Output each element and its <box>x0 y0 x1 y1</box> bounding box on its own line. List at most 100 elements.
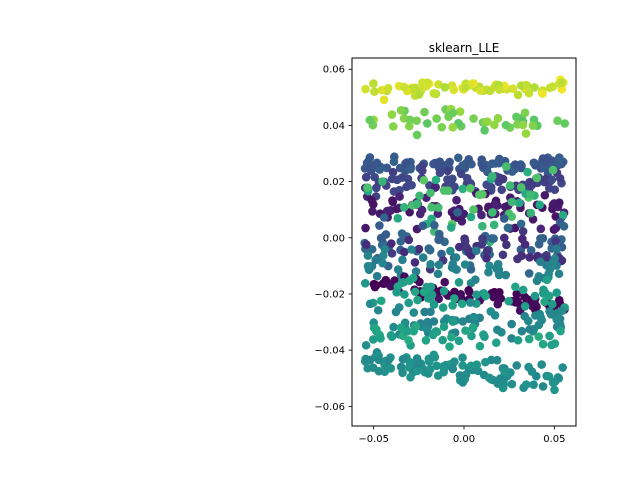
scatter-point <box>484 373 494 383</box>
y-tick-label: 0.02 <box>323 177 345 188</box>
scatter-point <box>537 360 546 369</box>
scatter-point <box>389 322 398 332</box>
scatter-point <box>446 178 456 188</box>
y-axis-ticks: −0.06 −0.04 −0.02 0.00 0.02 0.04 0.06 <box>314 65 352 413</box>
x-tick-label: −0.05 <box>358 434 389 445</box>
scatter-point <box>469 114 478 123</box>
scatter-point <box>466 265 476 274</box>
scatter-point <box>415 277 424 287</box>
scatter-point <box>427 214 436 224</box>
scatter-point <box>481 291 490 301</box>
scatter-point <box>548 257 558 267</box>
scatter-point <box>540 297 549 307</box>
scatter-point <box>552 288 562 298</box>
scatter-point <box>507 197 517 207</box>
scatter-point <box>527 180 537 190</box>
scatter-point <box>548 165 558 175</box>
scatter-point <box>450 287 459 297</box>
scatter-point <box>499 214 509 223</box>
scatter-point <box>412 116 421 125</box>
scatter-point <box>501 120 511 130</box>
scatter-point <box>404 298 413 308</box>
scatter-point <box>458 317 468 326</box>
scatter-point <box>387 239 396 248</box>
scatter-point <box>420 107 429 117</box>
scatter-point <box>546 310 556 319</box>
scatter-point <box>425 357 434 366</box>
scatter-point <box>400 290 409 299</box>
scatter-point <box>466 212 476 222</box>
scatter-point <box>487 171 497 181</box>
scatter-point <box>523 167 532 177</box>
scatter-point <box>540 177 549 187</box>
scatter-point <box>406 164 415 174</box>
scatter-point <box>461 326 470 335</box>
scatter-point <box>363 183 372 192</box>
scatter-point <box>486 182 496 192</box>
scatter-point <box>426 307 435 317</box>
scatter-point <box>495 158 505 167</box>
scatter-point <box>382 163 392 173</box>
y-tick-label: −0.06 <box>314 402 345 413</box>
scatter-point <box>560 119 570 128</box>
scatter-point <box>464 155 474 164</box>
scatter-point <box>417 166 427 176</box>
scatter-point <box>421 336 431 345</box>
scatter-point <box>548 378 558 387</box>
scatter-point <box>389 187 399 196</box>
scatter-point <box>457 299 467 309</box>
scatter-point <box>507 334 516 343</box>
scatter-point <box>378 258 387 268</box>
scatter-point <box>361 172 371 182</box>
scatter-point <box>409 308 419 317</box>
scatter-point <box>458 161 467 170</box>
scatter-point <box>412 366 422 376</box>
scatter-point <box>371 281 381 290</box>
scatter-point <box>551 237 560 246</box>
scatter-point <box>553 116 562 126</box>
scatter-point <box>388 122 398 131</box>
scatter-point <box>512 289 522 299</box>
scatter-point <box>429 89 439 98</box>
scatter-point <box>399 277 408 287</box>
y-tick-label: 0.00 <box>323 233 345 244</box>
scatter-point <box>446 223 456 232</box>
y-tick-label: 0.06 <box>323 65 345 76</box>
scatter-point <box>435 168 445 178</box>
scatter-point <box>489 292 499 302</box>
scatter-point <box>461 370 471 379</box>
scatter-point <box>373 305 383 315</box>
scatter-point <box>363 261 373 271</box>
scatter-point <box>398 354 408 364</box>
scatter-point <box>446 246 455 256</box>
scatter-point <box>463 245 473 255</box>
scatter-point <box>399 82 409 92</box>
scatter-point <box>504 296 513 306</box>
scatter-point <box>455 107 465 116</box>
scatter-point <box>360 279 370 288</box>
scatter-point <box>458 378 468 387</box>
y-tick-label: 0.04 <box>323 121 345 132</box>
scatter-point <box>413 295 422 305</box>
scatter-point <box>438 303 448 312</box>
scatter-point <box>437 122 447 132</box>
scatter-point <box>431 175 441 185</box>
scatter-point <box>534 320 544 330</box>
scatter-point <box>368 207 377 216</box>
y-tick-label: −0.04 <box>314 346 345 357</box>
scatter-point <box>521 129 531 138</box>
scatter-point <box>536 224 546 234</box>
scatter-point <box>466 361 476 371</box>
scatter-point <box>497 185 507 195</box>
scatter-point <box>453 208 462 217</box>
scatter-point <box>540 190 550 200</box>
scatter-point <box>440 83 450 92</box>
scatter-point <box>536 234 545 243</box>
scatter-point <box>397 229 407 238</box>
scatter-point <box>544 372 554 381</box>
scatter-point <box>452 195 461 205</box>
scatter-point <box>387 174 397 184</box>
scatter-point <box>410 287 420 297</box>
scatter-point <box>418 253 428 262</box>
scatter-point <box>525 253 534 262</box>
